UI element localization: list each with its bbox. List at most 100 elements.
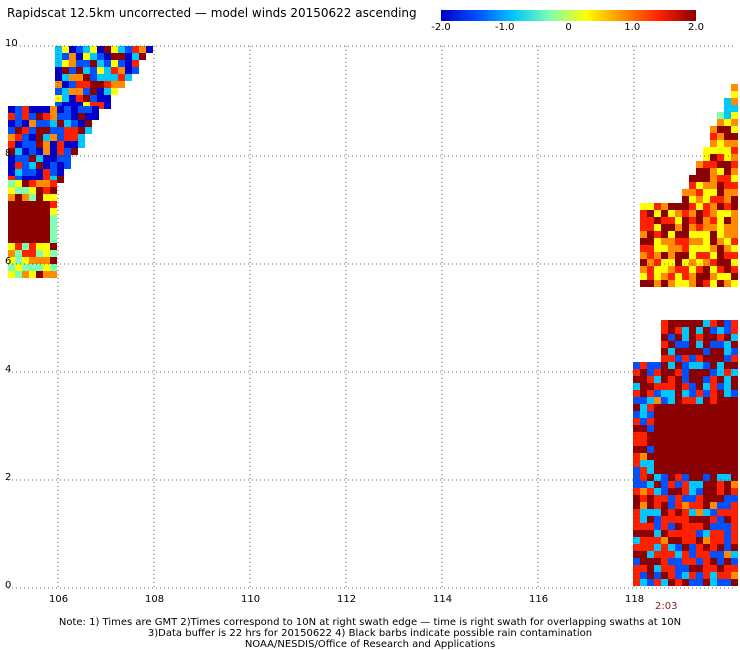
swath-cell	[710, 224, 717, 231]
swath-cell	[661, 348, 668, 355]
swath-cell	[640, 432, 647, 439]
swath-cell	[710, 259, 717, 266]
swath-cell	[696, 397, 703, 404]
swath-cell	[703, 273, 710, 280]
swath-cell	[675, 439, 682, 446]
swath-cell	[696, 432, 703, 439]
swath-cell	[661, 502, 668, 509]
swath-cell	[22, 120, 29, 127]
swath-cell	[675, 404, 682, 411]
swath-cell	[64, 106, 71, 113]
swath-cell	[668, 411, 675, 418]
swath-cell	[710, 446, 717, 453]
swath-cell	[647, 266, 654, 273]
swath-cell	[36, 176, 43, 183]
swath-cell	[633, 446, 640, 453]
swath-cell	[57, 113, 64, 120]
swath-cell	[668, 362, 675, 369]
swath-cell	[710, 175, 717, 182]
lon-label-110: 110	[241, 594, 261, 605]
swath-cell	[724, 495, 731, 502]
swath-cell	[675, 320, 682, 327]
swath-cell	[689, 390, 696, 397]
swath-cell	[640, 530, 647, 537]
swath-cell	[731, 119, 738, 126]
swath-cell	[682, 273, 689, 280]
swath-cell	[146, 46, 153, 53]
swath-cell	[731, 341, 738, 348]
swath-cell	[661, 404, 668, 411]
swath-cell	[710, 516, 717, 523]
swath-cell	[675, 210, 682, 217]
colorbar-tick-label: -1.0	[494, 22, 515, 33]
swath-cell	[661, 544, 668, 551]
swath-cell	[76, 60, 83, 67]
swath-cell	[696, 488, 703, 495]
swath-cell	[703, 425, 710, 432]
swath-cell	[64, 141, 71, 148]
swath-cell	[640, 369, 647, 376]
swath-cell	[675, 558, 682, 565]
swath-cell	[731, 558, 738, 565]
swath-cell	[8, 264, 15, 271]
swath-cell	[640, 404, 647, 411]
swath-cell	[703, 509, 710, 516]
swath-cell	[668, 252, 675, 259]
swath-cell	[661, 516, 668, 523]
island-n	[310, 510, 318, 518]
swath-cell	[654, 579, 661, 586]
swath-cell	[640, 460, 647, 467]
swath-cell	[118, 81, 125, 88]
swath-cell	[710, 509, 717, 516]
swath-cell	[710, 210, 717, 217]
swath-cell	[717, 453, 724, 460]
colorbar-gradient	[441, 10, 696, 21]
natuna-island	[152, 360, 172, 396]
swath-cell	[675, 495, 682, 502]
lat-label-4: 4	[5, 364, 12, 375]
swath-cell	[696, 390, 703, 397]
swath-cell	[731, 453, 738, 460]
swath-cell	[22, 155, 29, 162]
swath-cell	[22, 271, 29, 278]
swath-cell	[118, 46, 125, 53]
swath-cell	[682, 376, 689, 383]
swath-cell	[689, 369, 696, 376]
swath-cell	[724, 488, 731, 495]
swath-cell	[724, 411, 731, 418]
swath-cell	[654, 362, 661, 369]
swath-cell	[15, 162, 22, 169]
swath-cell	[661, 439, 668, 446]
swath-cell	[633, 460, 640, 467]
swath-cell	[696, 572, 703, 579]
lat-label-0: 0	[5, 580, 12, 591]
swath-cell	[661, 572, 668, 579]
swath-cell	[731, 252, 738, 259]
swath-cell	[703, 252, 710, 259]
swath-cell	[689, 259, 696, 266]
swath-cell	[90, 46, 97, 53]
swath-cell	[654, 245, 661, 252]
swath-cell	[647, 558, 654, 565]
swath-cell	[29, 169, 36, 176]
swath-cell	[22, 162, 29, 169]
swath-cell	[104, 53, 111, 60]
swath-cell	[661, 579, 668, 586]
island-k	[122, 528, 129, 536]
swath-cell	[22, 222, 29, 229]
swath-cell	[731, 418, 738, 425]
swath-cell	[125, 74, 132, 81]
swath-cell	[22, 257, 29, 264]
swath-cell	[50, 257, 57, 264]
swath-cell	[29, 162, 36, 169]
swath-cell	[22, 194, 29, 201]
swath-cell	[696, 168, 703, 175]
swath-cell	[36, 120, 43, 127]
swath-cell	[696, 509, 703, 516]
swath-cell	[682, 439, 689, 446]
swath-cell	[661, 369, 668, 376]
swath-cell	[724, 572, 731, 579]
swath-cell	[118, 53, 125, 60]
swath-cell	[675, 481, 682, 488]
swath-cell	[682, 523, 689, 530]
